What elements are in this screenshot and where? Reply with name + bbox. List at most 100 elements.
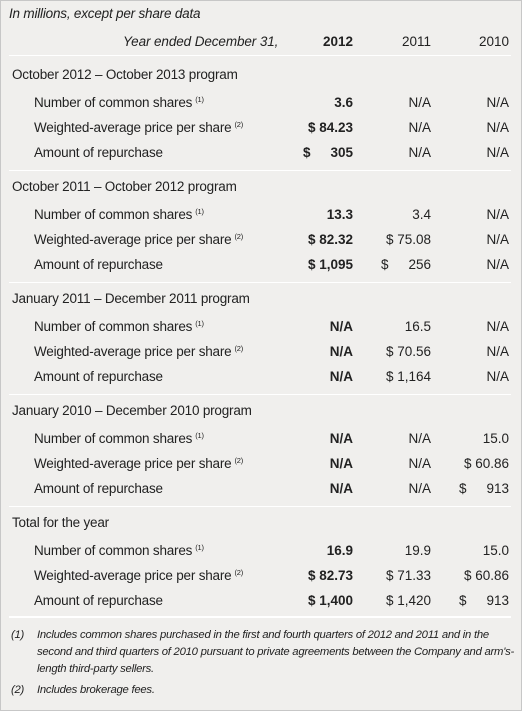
value-number: N/A xyxy=(329,431,353,446)
value-number: 913 xyxy=(486,481,509,496)
value-wrap: $ 60.86 xyxy=(431,456,509,471)
value-wrap: N/A xyxy=(353,481,431,496)
value-cell-2011: $256 xyxy=(353,257,431,272)
value-cell-2010: N/A xyxy=(431,120,509,135)
value-number: N/A xyxy=(486,232,509,247)
value-number: $ 1,095 xyxy=(307,257,353,272)
footnote-marker: (1) xyxy=(195,543,204,552)
value-wrap: 3.6 xyxy=(273,95,353,110)
section-title: Total for the year xyxy=(12,515,109,530)
value-number: 3.4 xyxy=(412,207,431,222)
year-label: Year ended December 31, xyxy=(123,34,279,49)
row-label: Number of common shares (1) xyxy=(34,543,204,558)
value-wrap: N/A xyxy=(353,145,431,160)
value-cell-2010: N/A xyxy=(431,95,509,110)
row-label: Weighted-average price per share (2) xyxy=(34,232,243,247)
value-number: 15.0 xyxy=(482,431,509,446)
section-divider xyxy=(9,506,511,507)
row-label: Amount of repurchase xyxy=(34,481,163,496)
value-cell-2012: N/A xyxy=(273,456,353,471)
value-number: $ 1,164 xyxy=(385,369,431,384)
units-note: In millions, except per share data xyxy=(9,6,201,21)
currency-symbol: $ xyxy=(303,145,311,160)
value-cell-2010: N/A xyxy=(431,369,509,384)
value-number: N/A xyxy=(329,369,353,384)
value-cell-2011: N/A xyxy=(353,120,431,135)
row-label-text: Number of common shares xyxy=(34,207,193,222)
value-number: $ 82.73 xyxy=(307,568,353,583)
section-title: October 2012 – October 2013 program xyxy=(12,67,238,82)
value-number: 305 xyxy=(330,145,353,160)
value-cell-2012: 16.9 xyxy=(273,543,353,558)
value-number: N/A xyxy=(329,481,353,496)
value-wrap: 3.4 xyxy=(353,207,431,222)
value-wrap: $ 75.08 xyxy=(353,232,431,247)
value-number: N/A xyxy=(486,145,509,160)
value-wrap: N/A xyxy=(431,145,509,160)
value-wrap: $ 1,420 xyxy=(353,593,431,608)
currency-symbol: $ xyxy=(381,257,389,272)
section-title: January 2010 – December 2010 program xyxy=(12,403,252,418)
row-label: Weighted-average price per share (2) xyxy=(34,456,243,471)
footnote-2: (2) Includes brokerage fees. xyxy=(1,682,521,702)
value-cell-2011: $ 75.08 xyxy=(353,232,431,247)
value-wrap: N/A xyxy=(431,319,509,334)
value-wrap: N/A xyxy=(431,232,509,247)
value-number: N/A xyxy=(486,257,509,272)
row-label-text: Amount of repurchase xyxy=(34,145,163,160)
value-wrap: 16.5 xyxy=(353,319,431,334)
value-wrap: N/A xyxy=(353,120,431,135)
footnote-1: (1) Includes common shares purchased in … xyxy=(1,627,521,679)
value-cell-2010: N/A xyxy=(431,232,509,247)
footnote-1-number: (1) xyxy=(11,629,25,641)
value-number: N/A xyxy=(329,456,353,471)
row-label-text: Number of common shares xyxy=(34,431,193,446)
value-wrap: N/A xyxy=(353,95,431,110)
value-cell-2012: $ 82.32 xyxy=(273,232,353,247)
value-cell-2011: N/A xyxy=(353,431,431,446)
value-cell-2010: N/A xyxy=(431,257,509,272)
section-title: October 2011 – October 2012 program xyxy=(12,179,237,194)
row-label: Number of common shares (1) xyxy=(34,207,204,222)
value-number: N/A xyxy=(486,344,509,359)
value-number: N/A xyxy=(329,319,353,334)
value-wrap: N/A xyxy=(353,456,431,471)
value-cell-2012: $ 82.73 xyxy=(273,568,353,583)
value-cell-2010: 15.0 xyxy=(431,543,509,558)
value-wrap: N/A xyxy=(273,456,353,471)
value-cell-2011: N/A xyxy=(353,481,431,496)
year-header-2012: 2012 xyxy=(322,34,353,49)
value-number: N/A xyxy=(408,120,431,135)
row-label-text: Number of common shares xyxy=(34,543,193,558)
row-label-text: Amount of repurchase xyxy=(34,481,163,496)
value-wrap: N/A xyxy=(353,431,431,446)
value-number: 15.0 xyxy=(482,543,509,558)
value-number: N/A xyxy=(486,120,509,135)
footnote-divider xyxy=(9,616,511,618)
footnote-marker: (2) xyxy=(234,456,244,465)
value-cell-2010: N/A xyxy=(431,207,509,222)
footnote-marker: (1) xyxy=(195,95,204,104)
footnote-marker: (2) xyxy=(234,568,244,577)
row-label: Amount of repurchase xyxy=(34,593,163,608)
value-cell-2011: N/A xyxy=(353,456,431,471)
value-wrap: N/A xyxy=(273,431,353,446)
value-cell-2011: 3.4 xyxy=(353,207,431,222)
currency-symbol: $ xyxy=(459,593,467,608)
value-wrap: 13.3 xyxy=(273,207,353,222)
value-cell-2012: N/A xyxy=(273,431,353,446)
value-number: $ 1,400 xyxy=(307,593,353,608)
row-label: Number of common shares (1) xyxy=(34,431,204,446)
value-wrap: $913 xyxy=(431,481,509,496)
value-cell-2010: $ 60.86 xyxy=(431,456,509,471)
currency-symbol: $ xyxy=(459,481,467,496)
value-cell-2011: $ 70.56 xyxy=(353,344,431,359)
value-wrap: N/A xyxy=(273,369,353,384)
value-cell-2012: N/A xyxy=(273,481,353,496)
section-title: January 2011 – December 2011 program xyxy=(12,291,250,306)
value-wrap: $ 71.33 xyxy=(353,568,431,583)
value-number: $ 70.56 xyxy=(385,344,431,359)
value-number: 16.9 xyxy=(326,543,353,558)
row-label: Weighted-average price per share (2) xyxy=(34,568,243,583)
